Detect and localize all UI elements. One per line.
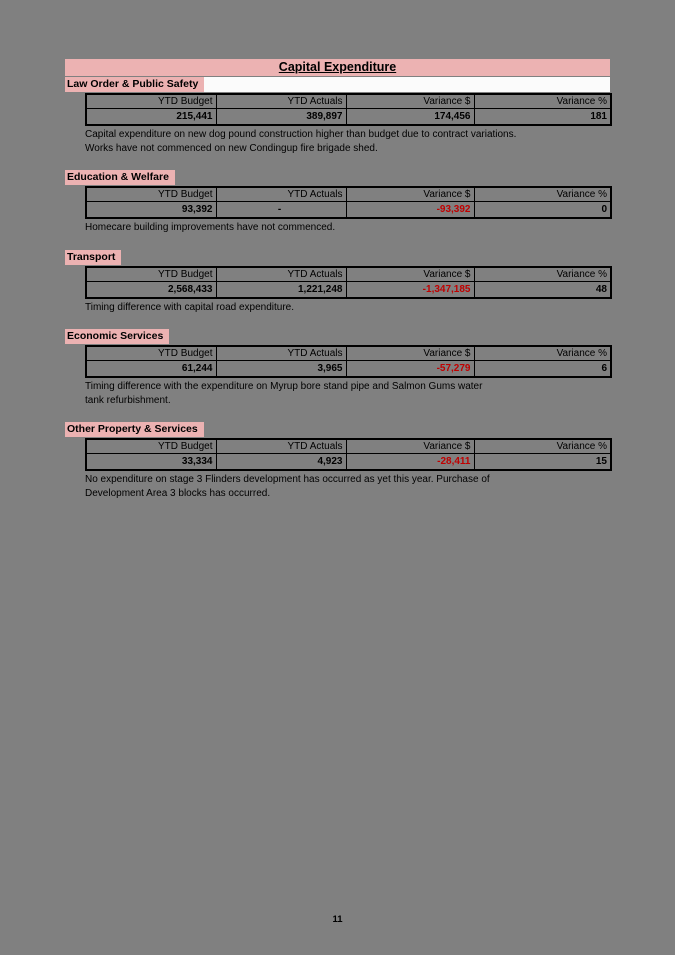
ytd-budget-value: 2,568,433: [85, 280, 217, 298]
section-header-fill: [175, 170, 610, 185]
col-header-variance-percent: Variance %: [473, 186, 612, 202]
section-education-welfare: Education & Welfare YTD Budget YTD Actua…: [65, 170, 612, 235]
note-line: Capital expenditure on new dog pound con…: [85, 129, 517, 140]
ytd-actuals-value: 4,923: [215, 453, 347, 471]
col-header-ytd-actuals: YTD Actuals: [215, 345, 347, 361]
variance-dollars-value: -57,279: [345, 360, 475, 378]
section-other-property-services: Other Property & Services YTD Budget YTD…: [65, 422, 612, 500]
note-line: Timing difference with the expenditure o…: [85, 381, 483, 392]
col-header-variance-dollars: Variance $: [345, 93, 475, 109]
capex-table-other-property: YTD Budget YTD Actuals Variance $ Varian…: [85, 438, 612, 471]
col-header-ytd-budget: YTD Budget: [85, 438, 217, 454]
col-header-variance-dollars: Variance $: [345, 345, 475, 361]
col-header-variance-percent: Variance %: [473, 438, 612, 454]
col-header-ytd-budget: YTD Budget: [85, 93, 217, 109]
variance-percent-value: 15: [473, 453, 612, 471]
section-law-order-public-safety: Law Order & Public Safety YTD Budget YTD…: [65, 77, 612, 155]
col-header-ytd-actuals: YTD Actuals: [215, 438, 347, 454]
variance-dollars-value: -93,392: [345, 201, 475, 219]
section-header: Education & Welfare: [65, 170, 610, 185]
ytd-budget-value: 215,441: [85, 108, 217, 126]
note-line: No expenditure on stage 3 Flinders devel…: [85, 474, 490, 485]
note-line: Timing difference with capital road expe…: [85, 301, 295, 313]
section-notes: No expenditure on stage 3 Flinders devel…: [85, 473, 610, 500]
section-header-fill: [204, 77, 610, 92]
page-title: Capital Expenditure: [65, 59, 610, 76]
report-content: Capital Expenditure Law Order & Public S…: [65, 59, 612, 515]
ytd-actuals-value: 389,897: [215, 108, 347, 126]
ytd-budget-value: 61,244: [85, 360, 217, 378]
section-header-fill: [169, 329, 610, 344]
capex-table-education: YTD Budget YTD Actuals Variance $ Varian…: [85, 186, 612, 219]
col-header-variance-dollars: Variance $: [345, 438, 475, 454]
note-line: Works have not commenced on new Condingu…: [85, 142, 378, 154]
section-header-fill: [204, 422, 610, 437]
col-header-ytd-budget: YTD Budget: [85, 345, 217, 361]
col-header-ytd-actuals: YTD Actuals: [215, 266, 347, 282]
ytd-actuals-value: -: [215, 201, 347, 219]
section-header-fill: [121, 250, 610, 265]
col-header-ytd-actuals: YTD Actuals: [215, 93, 347, 109]
ytd-actuals-value: 3,965: [215, 360, 347, 378]
section-title: Other Property & Services: [65, 422, 204, 437]
capex-table-economic: YTD Budget YTD Actuals Variance $ Varian…: [85, 345, 612, 378]
capex-table-law-order: YTD Budget YTD Actuals Variance $ Varian…: [85, 93, 612, 126]
col-header-ytd-budget: YTD Budget: [85, 186, 217, 202]
section-header: Law Order & Public Safety: [65, 77, 610, 92]
section-economic-services: Economic Services YTD Budget YTD Actuals…: [65, 329, 612, 407]
variance-percent-value: 48: [473, 280, 612, 298]
col-header-ytd-actuals: YTD Actuals: [215, 186, 347, 202]
section-title: Education & Welfare: [65, 170, 175, 185]
section-notes: Timing difference with capital road expe…: [85, 301, 610, 315]
col-header-variance-percent: Variance %: [473, 93, 612, 109]
section-notes: Homecare building improvements have not …: [85, 221, 610, 235]
ytd-budget-value: 93,392: [85, 201, 217, 219]
variance-percent-value: 181: [473, 108, 612, 126]
variance-dollars-value: -28,411: [345, 453, 475, 471]
note-line: Development Area 3 blocks has occurred.: [85, 487, 271, 499]
section-transport: Transport YTD Budget YTD Actuals Varianc…: [65, 249, 612, 315]
section-notes: Capital expenditure on new dog pound con…: [85, 128, 610, 155]
page-number: 11: [332, 914, 343, 925]
capex-table-transport: YTD Budget YTD Actuals Variance $ Varian…: [85, 265, 612, 299]
col-header-variance-dollars: Variance $: [345, 186, 475, 202]
col-header-variance-percent: Variance %: [473, 266, 612, 282]
note-line: tank refurbishment.: [85, 394, 171, 406]
col-header-variance-percent: Variance %: [473, 345, 612, 361]
section-title: Economic Services: [65, 329, 170, 344]
col-header-ytd-budget: YTD Budget: [85, 266, 217, 282]
variance-dollars-value: -1,347,185: [345, 280, 475, 298]
variance-percent-value: 0: [473, 201, 612, 219]
section-header: Transport: [65, 249, 610, 265]
variance-dollars-value: 174,456: [345, 108, 475, 126]
section-notes: Timing difference with the expenditure o…: [85, 380, 610, 407]
variance-percent-value: 6: [473, 360, 612, 378]
col-header-variance-dollars: Variance $: [345, 266, 475, 282]
ytd-actuals-value: 1,221,248: [215, 280, 347, 298]
section-header: Economic Services: [65, 329, 610, 344]
section-header: Other Property & Services: [65, 422, 610, 437]
note-line: Homecare building improvements have not …: [85, 222, 336, 233]
section-title: Transport: [65, 249, 122, 265]
ytd-budget-value: 33,334: [85, 453, 217, 471]
section-title: Law Order & Public Safety: [65, 77, 205, 92]
